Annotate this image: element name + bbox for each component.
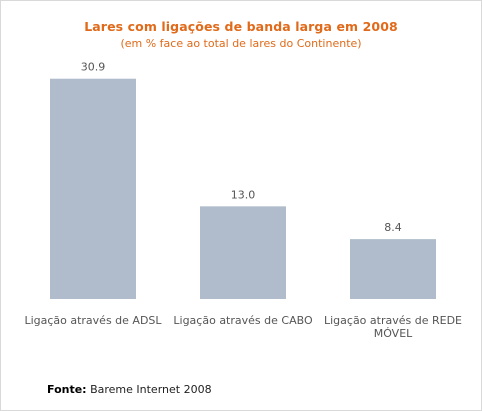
category-label-2: Ligação através de CABO bbox=[173, 314, 313, 327]
bar-1 bbox=[50, 78, 136, 299]
source-text: Bareme Internet 2008 bbox=[90, 383, 212, 396]
chart-title: Lares com ligações de banda larga em 200… bbox=[84, 19, 398, 34]
category-label-1: Ligação através de ADSL bbox=[24, 314, 162, 327]
bar-3 bbox=[350, 239, 436, 299]
source-label: Fonte: bbox=[47, 383, 87, 396]
value-label-2: 13.0 bbox=[231, 188, 256, 201]
value-label-3: 8.4 bbox=[384, 221, 402, 234]
bar-2 bbox=[200, 206, 286, 299]
chart-subtitle: (em % face ao total de lares do Continen… bbox=[120, 37, 362, 50]
value-label-1: 30.9 bbox=[81, 61, 106, 74]
category-label-3: Ligação através de REDE MÓVEL bbox=[324, 314, 462, 340]
source-note: Fonte: Bareme Internet 2008 bbox=[47, 383, 212, 396]
